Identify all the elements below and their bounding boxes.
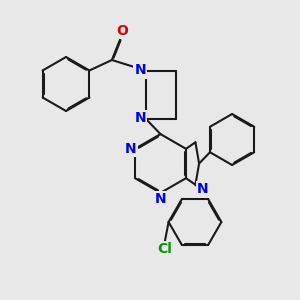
Text: N: N bbox=[134, 64, 146, 77]
Text: N: N bbox=[125, 142, 136, 156]
Text: N: N bbox=[134, 112, 146, 125]
Text: O: O bbox=[116, 24, 128, 38]
Text: Cl: Cl bbox=[158, 242, 172, 256]
Text: N: N bbox=[155, 192, 166, 206]
Text: N: N bbox=[197, 182, 209, 196]
